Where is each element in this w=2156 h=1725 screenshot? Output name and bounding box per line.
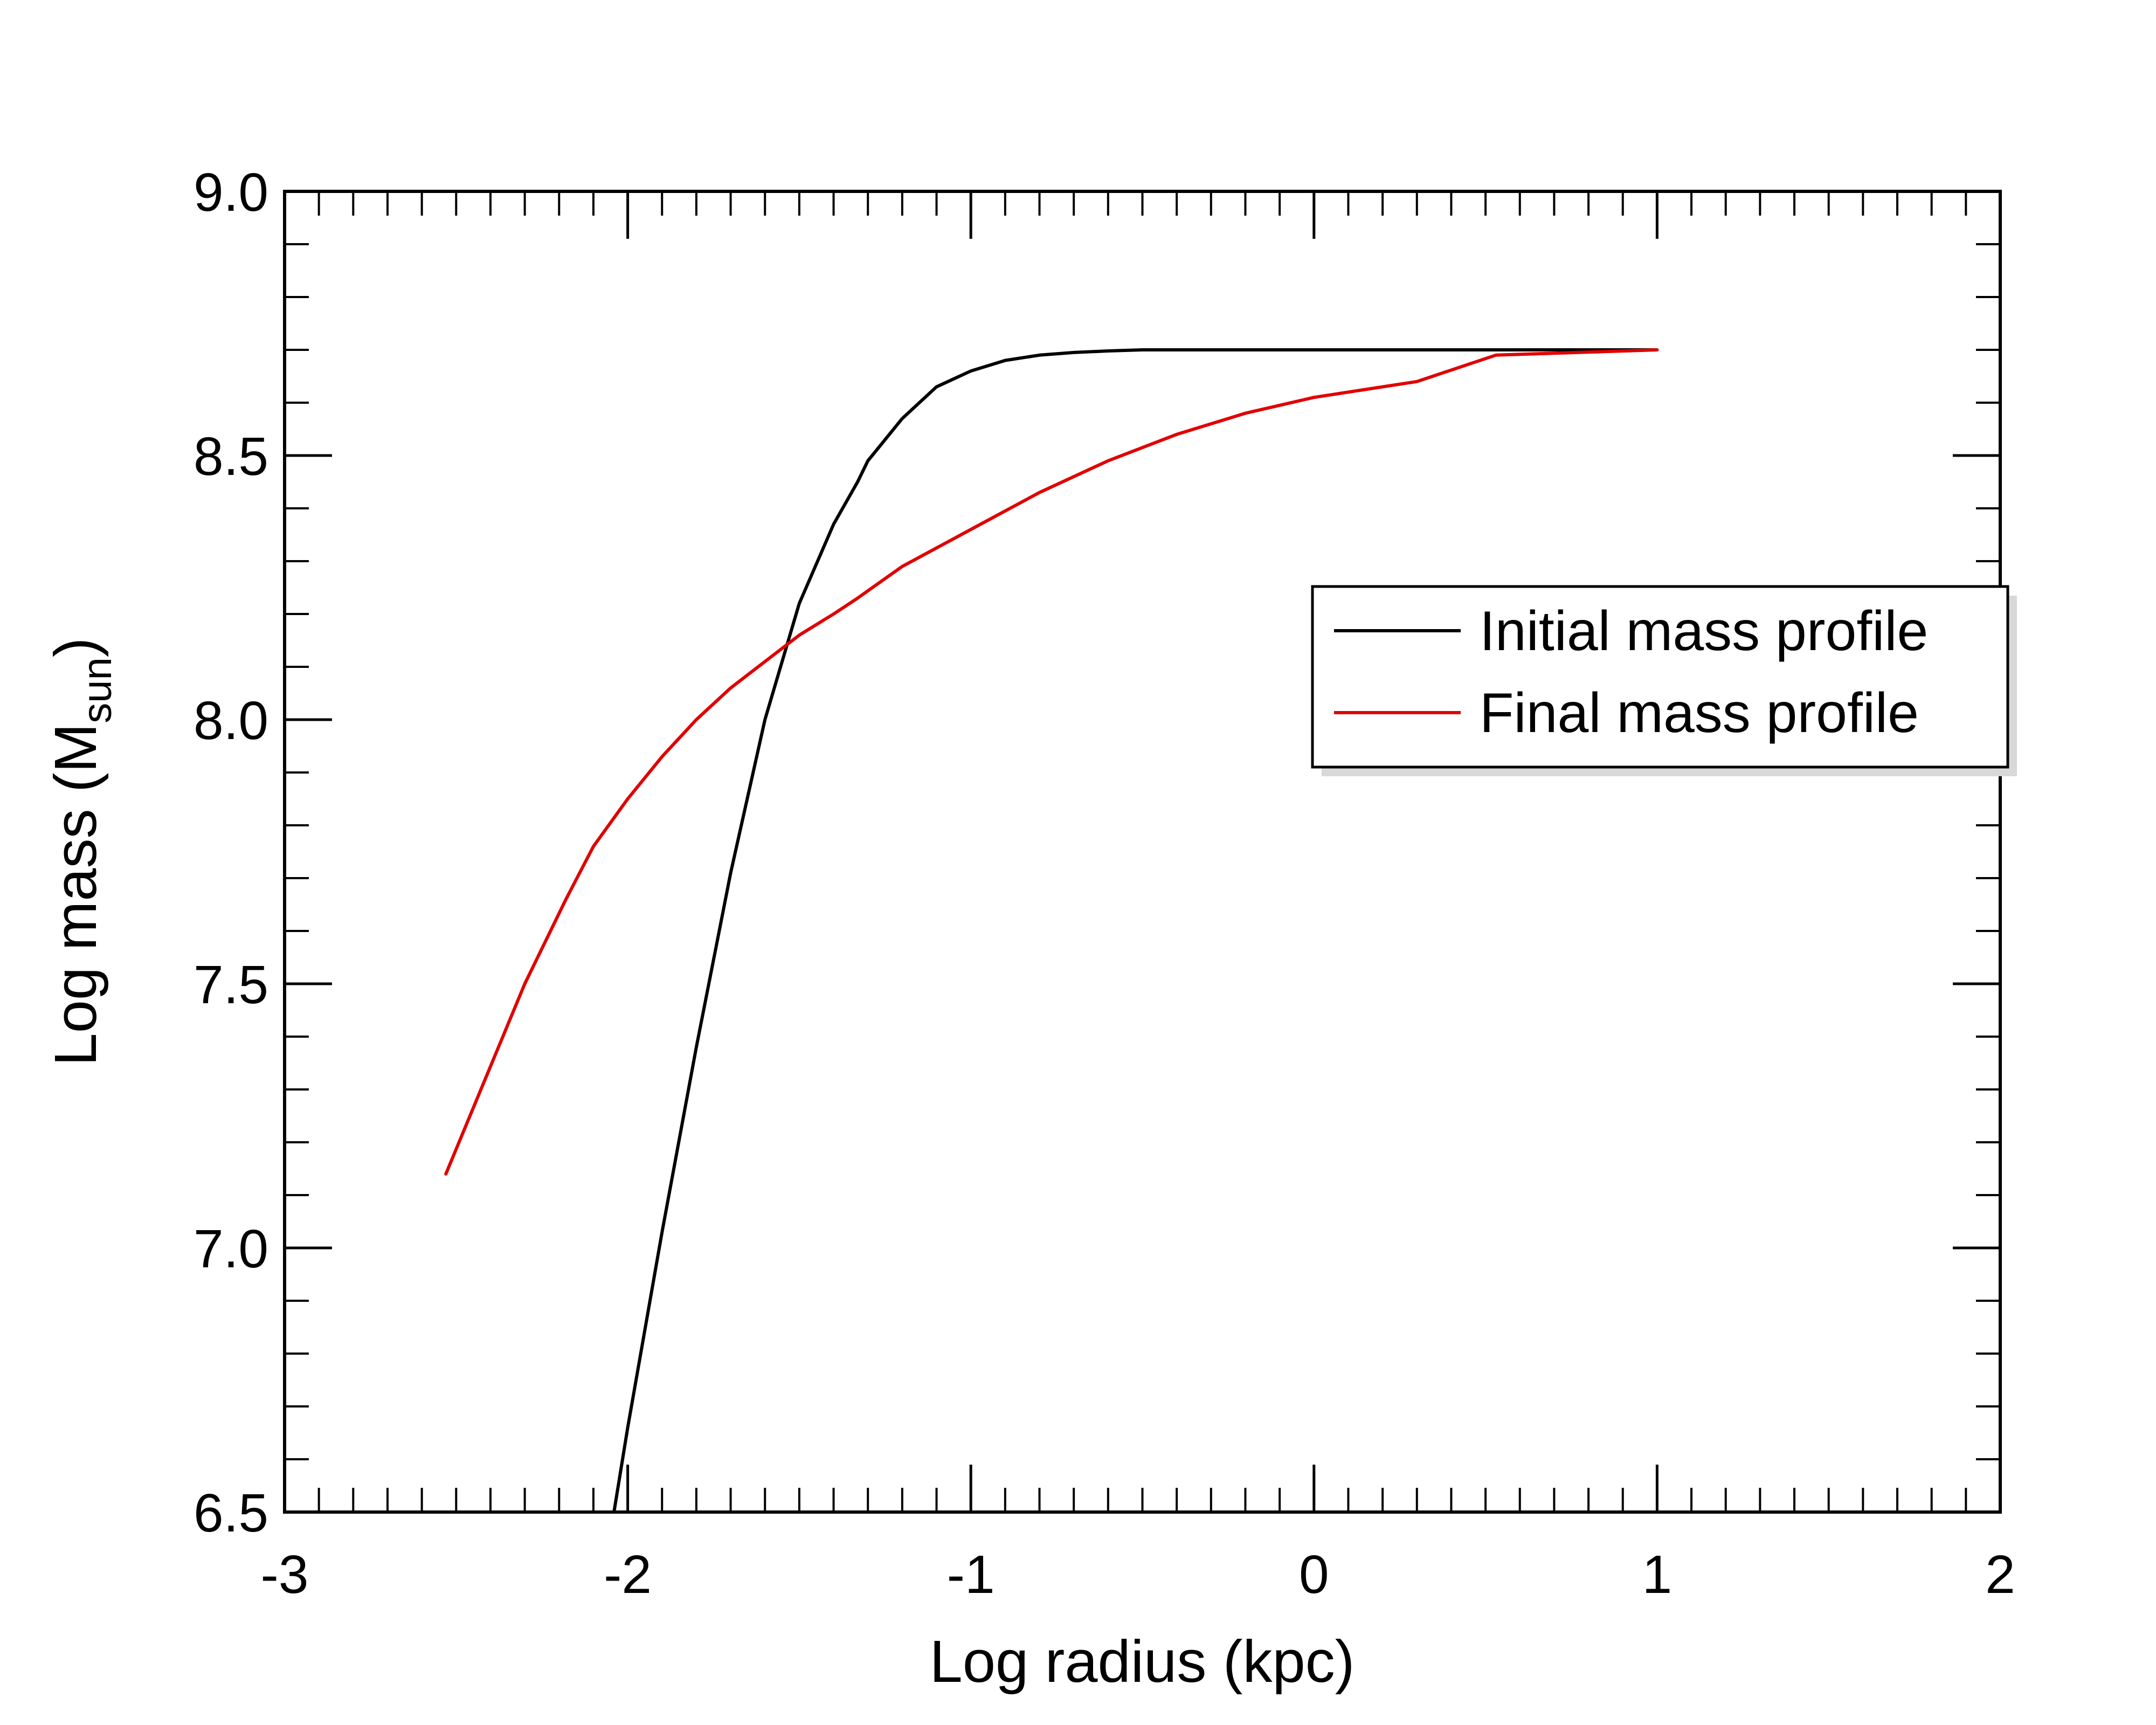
y-axis-title-suffix: ) bbox=[43, 638, 109, 658]
x-tick-label: 1 bbox=[1642, 1544, 1673, 1605]
x-tick-label: 2 bbox=[1985, 1544, 2015, 1605]
y-tick-labels: 6.5 7.0 7.5 8.0 8.5 9.0 bbox=[194, 162, 268, 1543]
series-lines bbox=[444, 348, 1659, 1514]
y-tick-label: 7.5 bbox=[194, 955, 268, 1015]
y-tick-label: 8.5 bbox=[194, 426, 268, 487]
x-axis-title: Log radius (kpc) bbox=[930, 1629, 1355, 1695]
legend-label-final: Final mass profile bbox=[1480, 682, 1919, 744]
x-tick-label: -2 bbox=[604, 1544, 652, 1605]
x-tick-label: -3 bbox=[261, 1544, 309, 1605]
legend-label-initial: Initial mass profile bbox=[1480, 600, 1928, 663]
x-tick-labels: -3 -2 -1 0 1 2 bbox=[261, 1544, 2015, 1605]
y-axis-title-prefix: Log mass (M bbox=[43, 723, 109, 1066]
plot-frame bbox=[283, 190, 2002, 1514]
x-tick-label: 0 bbox=[1299, 1544, 1329, 1605]
y-axis-title-subscript: sun bbox=[74, 657, 120, 723]
series-line-initial bbox=[612, 348, 1659, 1514]
series-line-final bbox=[444, 348, 1659, 1176]
y-tick-label: 7.0 bbox=[194, 1219, 268, 1279]
legend: Initial mass profile Final mass profile bbox=[1311, 585, 2017, 776]
y-tick-label: 6.5 bbox=[194, 1483, 268, 1543]
y-tick-label: 8.0 bbox=[194, 691, 268, 751]
x-tick-label: -1 bbox=[947, 1544, 995, 1605]
y-tick-label: 9.0 bbox=[194, 162, 268, 223]
y-axis-title: Log mass (Msun) bbox=[43, 638, 120, 1066]
legend-box bbox=[1311, 585, 2009, 769]
